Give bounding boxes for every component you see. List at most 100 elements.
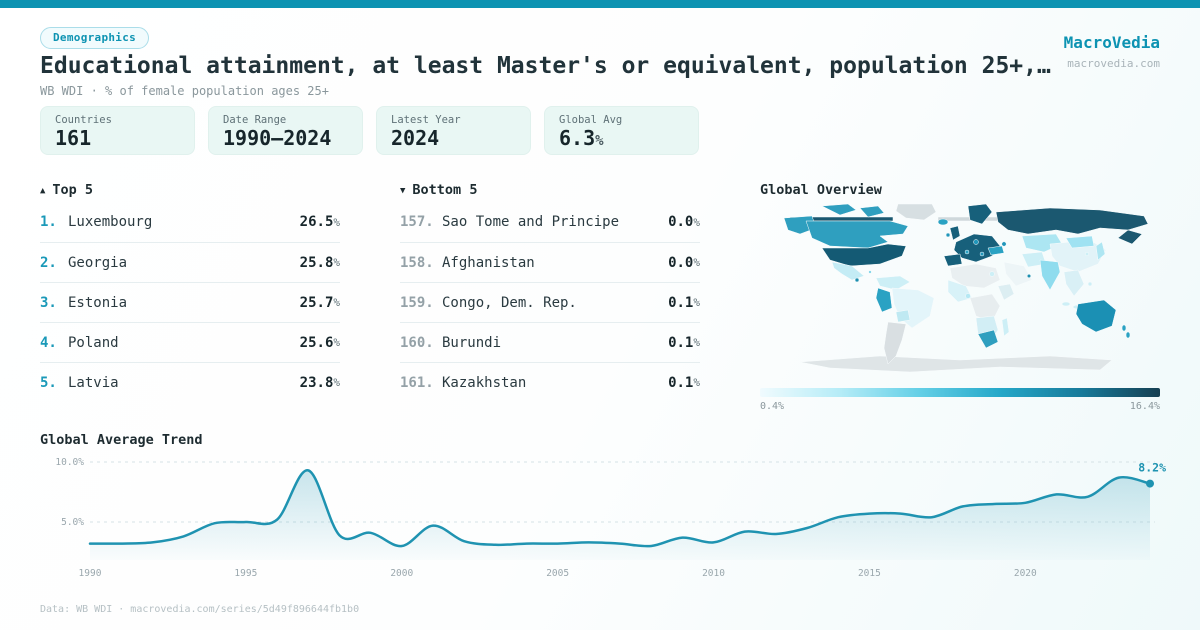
stat-label: Latest Year [391, 114, 461, 126]
region-turkey [987, 245, 1005, 256]
x-tick-label: 2020 [1014, 568, 1037, 579]
country-value: 25.8 [299, 254, 334, 271]
country-value-unit: % [333, 376, 340, 389]
region-caribbean [868, 270, 872, 274]
rank-label: 1. [40, 214, 57, 230]
country-value: 0.1 [668, 294, 694, 311]
country-value: 0.1 [668, 334, 694, 351]
x-tick-label: 2005 [546, 568, 569, 579]
country-value-unit: % [693, 256, 700, 269]
country-value: 0.0 [668, 254, 694, 271]
region-russia [995, 207, 1149, 245]
top5-list: 1. Luxembourg 26.5 % 2. Georgia 25.8 % 3… [40, 202, 340, 402]
list-item[interactable]: 4. Poland 25.6 % [40, 322, 340, 362]
country-name: Luxembourg [68, 214, 153, 230]
region-europe-spot [964, 249, 970, 255]
triangle-down-icon: ▼ [400, 186, 406, 196]
region-europe-spot [973, 239, 979, 245]
trend-chart-title: Global Average Trend [40, 432, 203, 448]
region-new-zealand [1121, 324, 1131, 339]
country-name: Estonia [68, 294, 128, 311]
country-name: Georgia [68, 254, 128, 271]
rank-label: 160. [400, 334, 434, 351]
legend-max-label: 16.4% [1129, 401, 1160, 412]
page-title: Educational attainment, at least Master'… [40, 53, 1051, 79]
region-north-africa [949, 263, 1001, 289]
stat-value: 2024 [391, 126, 440, 150]
region-india [1039, 259, 1061, 291]
trend-end-label: 8.2% [1138, 461, 1166, 475]
list-item[interactable]: 3. Estonia 25.7 % [40, 282, 340, 322]
page-subtitle: WB WDI · % of female population ages 25+ [40, 84, 329, 98]
stat-cards: Countries 161 Date Range 1990—2024 Lates… [40, 106, 699, 155]
country-name: Burundi [442, 334, 502, 351]
region-canada [805, 220, 909, 249]
triangle-up-icon: ▲ [40, 186, 46, 196]
stat-card-global-avg: Global Avg 6.3% [544, 106, 699, 155]
region-scandinavia [967, 204, 993, 225]
country-name: Kazakhstan [442, 374, 527, 391]
brand-logo[interactable]: MacroVedia [1063, 33, 1160, 52]
list-item[interactable]: 160. Burundi 0.1 % [400, 322, 700, 362]
bottom5-list: 157. Sao Tome and Principe 0.0 % 158. Af… [400, 202, 700, 402]
footer-source-link[interactable]: Data: WB WDI · macrovedia.com/series/5d4… [40, 604, 360, 615]
region-central-africa [969, 293, 1001, 323]
stat-card-latest-year: Latest Year 2024 [376, 106, 531, 155]
stat-label: Countries [55, 114, 112, 126]
region-egypt [989, 271, 995, 277]
region-spain [943, 253, 963, 267]
region-nigeria [965, 293, 971, 299]
x-tick-label: 1990 [79, 568, 102, 579]
list-item[interactable]: 161. Kazakhstan 0.1 % [400, 362, 700, 402]
stat-value: 6.3% [559, 126, 604, 150]
region-alaska [783, 215, 817, 235]
stat-label: Global Avg [559, 114, 623, 126]
rank-label: 4. [40, 334, 57, 351]
rank-label: 159. [400, 294, 434, 311]
list-item[interactable]: 5. Latvia 23.8 % [40, 362, 340, 402]
region-uk [949, 225, 961, 241]
list-item[interactable]: 158. Afghanistan 0.0 % [400, 242, 700, 282]
rank-label: 161. [400, 374, 434, 391]
region-iceland [937, 218, 949, 226]
region-peru [875, 287, 893, 313]
list-item[interactable]: 1. Luxembourg 26.5 % [40, 202, 340, 242]
list-item[interactable]: 159. Congo, Dem. Rep. 0.1 % [400, 282, 700, 322]
region-mexico [831, 261, 865, 281]
list-item[interactable]: 2. Georgia 25.8 % [40, 242, 340, 282]
rank-label: 158. [400, 254, 434, 271]
trend-area [90, 470, 1150, 560]
x-tick-label: 2010 [702, 568, 725, 579]
country-value-unit: % [333, 296, 340, 309]
category-badge[interactable]: Demographics [40, 27, 150, 49]
stat-value: 1990—2024 [223, 126, 332, 150]
y-tick-label: 5.0% [61, 517, 84, 528]
region-europe-spot [979, 251, 985, 257]
country-value: 25.7 [299, 294, 334, 311]
region-south-africa [977, 329, 999, 349]
region-philippines [1087, 281, 1093, 287]
brand-domain: macrovedia.com [1067, 57, 1160, 70]
country-value-unit: % [693, 296, 700, 309]
x-tick-label: 2000 [390, 568, 413, 579]
region-arctic-islands [821, 204, 885, 218]
country-value: 0.0 [668, 214, 694, 230]
top-accent-bar [0, 0, 1200, 8]
map-title: Global Overview [760, 182, 882, 198]
country-value-unit: % [693, 336, 700, 349]
country-value-unit: % [333, 256, 340, 269]
region-argentina [883, 321, 907, 365]
list-item[interactable]: 157. Sao Tome and Principe 0.0 % [400, 202, 700, 242]
country-name: Afghanistan [442, 254, 535, 271]
world-choropleth-map[interactable] [760, 204, 1160, 380]
region-australia [1075, 299, 1117, 333]
country-name: Sao Tome and Principe [442, 214, 620, 230]
legend-min-label: 0.4% [760, 401, 785, 412]
region-indochina [1063, 269, 1085, 297]
trend-line [88, 469, 1152, 548]
trend-line-chart: 10.0% 5.0% 1990 1995 2000 2005 2010 2015 2020 8.2… [55, 457, 1166, 579]
region-europe [953, 233, 1001, 263]
region-saudi-arabia [1003, 261, 1033, 287]
country-value-unit: % [333, 215, 340, 229]
country-value: 0.1 [668, 374, 694, 391]
